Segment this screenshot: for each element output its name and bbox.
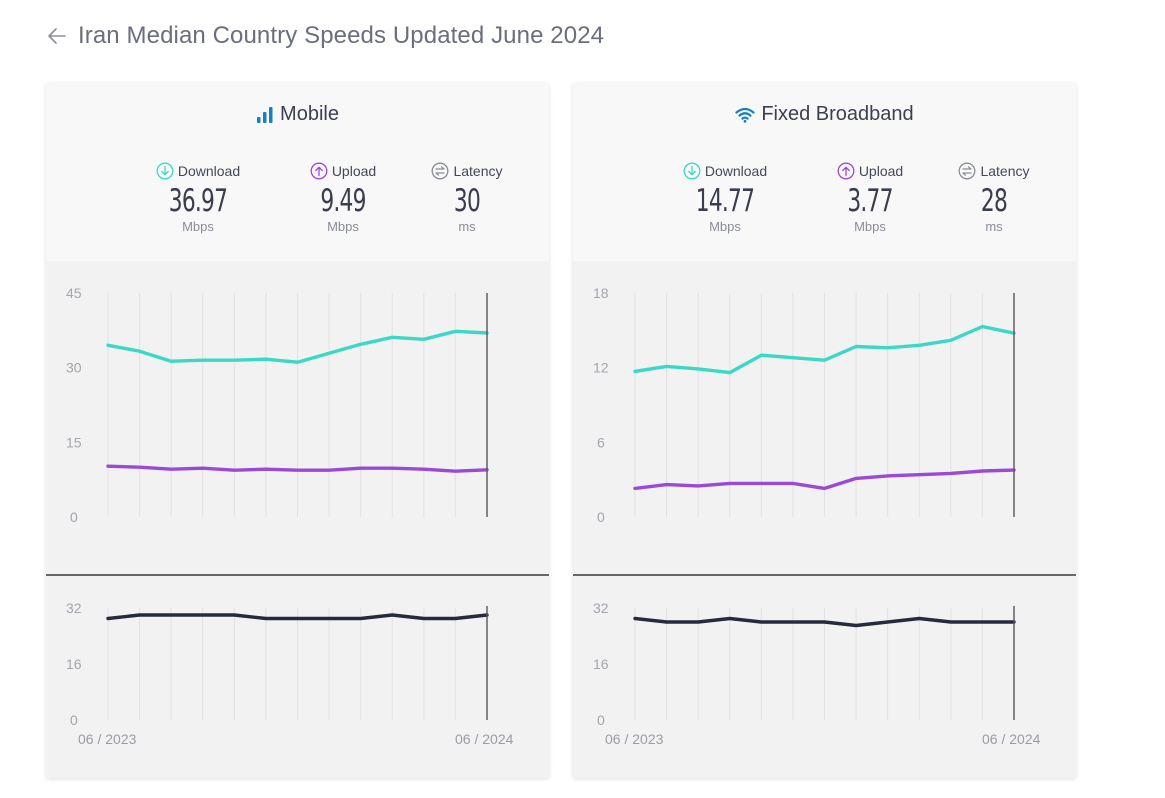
metric-value: 14.77	[695, 183, 755, 219]
metric-label: Download	[177, 163, 241, 179]
mobile-card-title: Mobile	[46, 103, 549, 126]
download-metric: Download 36.97 Mbps	[138, 161, 258, 234]
x-tick-label: 06 / 2024	[982, 731, 1041, 747]
fixed-broadband-chart[interactable]: 0 6 12 18 0 16 32 06 / 2023 06 / 2024	[573, 261, 1076, 778]
page-header: Iran Median Country Speeds Updated June …	[46, 22, 604, 50]
metric-label: Latency	[453, 163, 503, 179]
y-tick-label: 32	[593, 600, 609, 616]
download-series-line	[633, 324, 1016, 375]
fixed-card-title: Fixed Broadband	[573, 103, 1076, 126]
metric-label: Upload	[331, 163, 377, 179]
metric-value: 3.77	[847, 183, 893, 219]
download-arrow-icon	[683, 162, 701, 180]
fixed-summary: Fixed Broadband Download 14.77 Mbps Uplo…	[573, 83, 1076, 261]
metric-value: 36.97	[168, 183, 228, 219]
upload-arrow-icon	[310, 162, 328, 180]
metric-unit: Mbps	[327, 219, 359, 234]
upload-metric: Upload 9.49 Mbps	[283, 161, 403, 234]
download-series-line	[106, 329, 489, 364]
latency-series-line	[633, 616, 1016, 628]
mobile-summary: Mobile Download 36.97 Mbps Upload 9.49 M…	[46, 83, 549, 261]
y-tick-label: 16	[66, 656, 82, 672]
y-tick-label: 18	[593, 285, 609, 301]
card-title-text: Fixed Broadband	[761, 103, 914, 125]
metric-unit: Mbps	[709, 219, 741, 234]
y-tick-label: 0	[70, 712, 78, 728]
metric-unit: Mbps	[854, 219, 886, 234]
latency-metric: Latency 30 ms	[407, 161, 527, 234]
metric-label: Latency	[980, 163, 1030, 179]
x-tick-label: 06 / 2023	[605, 731, 664, 747]
metric-unit: ms	[458, 219, 476, 234]
y-tick-label: 16	[593, 656, 609, 672]
y-tick-label: 0	[597, 509, 605, 525]
upload-arrow-icon	[837, 162, 855, 180]
metric-label: Download	[704, 163, 768, 179]
metric-unit: Mbps	[182, 219, 214, 234]
y-tick-label: 0	[597, 712, 605, 728]
fixed-broadband-card: Fixed Broadband Download 14.77 Mbps Uplo…	[573, 83, 1076, 778]
latency-metric: Latency 28 ms	[934, 161, 1054, 234]
x-tick-label: 06 / 2024	[455, 731, 514, 747]
page-title: Iran Median Country Speeds Updated June …	[78, 22, 605, 49]
x-tick-label: 06 / 2023	[78, 731, 137, 747]
y-tick-label: 12	[593, 360, 609, 376]
upload-series-line	[633, 468, 1016, 491]
y-tick-label: 15	[66, 434, 82, 450]
upload-metric: Upload 3.77 Mbps	[810, 161, 930, 234]
arrow-left-icon[interactable]	[46, 25, 68, 47]
wifi-icon	[735, 107, 755, 123]
mobile-chart[interactable]: 0 15 30 45 0 16 32 06 / 2023 06 / 2024	[46, 261, 549, 778]
y-tick-label: 30	[66, 360, 82, 376]
y-tick-label: 6	[597, 434, 605, 450]
card-title-text: Mobile	[280, 103, 339, 125]
mobile-card: Mobile Download 36.97 Mbps Upload 9.49 M…	[46, 83, 549, 778]
latency-arrows-icon	[432, 162, 449, 180]
latency-arrows-icon	[959, 162, 976, 180]
metric-value: 30	[453, 183, 481, 219]
latency-series-line	[106, 613, 489, 621]
download-metric: Download 14.77 Mbps	[665, 161, 785, 234]
metric-value: 28	[980, 183, 1008, 219]
y-tick-label: 32	[66, 600, 82, 616]
upload-series-line	[106, 464, 489, 473]
y-tick-label: 0	[70, 509, 78, 525]
y-tick-label: 45	[66, 285, 82, 301]
metric-label: Upload	[858, 163, 904, 179]
signal-bars-icon	[257, 106, 273, 123]
metric-value: 9.49	[320, 183, 366, 219]
download-arrow-icon	[156, 162, 174, 180]
metric-unit: ms	[985, 219, 1003, 234]
